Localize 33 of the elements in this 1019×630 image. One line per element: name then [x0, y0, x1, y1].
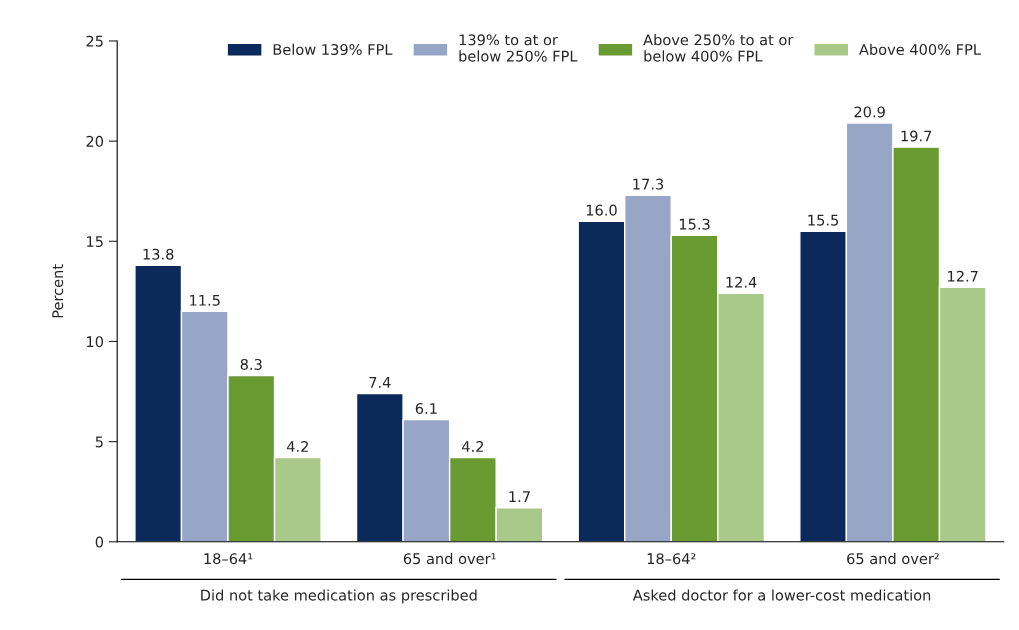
- text: 17.3: [633, 178, 664, 190]
- legend-label: Above 250% to at or below 400% FPL: [643, 34, 794, 62]
- y-tick-label: 0: [95, 536, 104, 548]
- text: 6.1: [415, 402, 437, 414]
- text: 1.7: [509, 491, 530, 502]
- text: 16.0: [586, 204, 617, 216]
- text: 7.4: [369, 377, 391, 388]
- text: 20.9: [854, 106, 885, 118]
- legend-label: Below 139% FPL: [273, 43, 393, 56]
- text: 13.8: [143, 248, 174, 260]
- x-tick-label: 65 and over²: [847, 552, 939, 565]
- y-tick-label: 25: [86, 35, 103, 47]
- text: 4.2: [462, 441, 484, 452]
- y-tick-label: 20: [86, 135, 104, 147]
- text: Asked doctor for a lower-cost medication: [632, 589, 931, 601]
- x-tick-label: 18–64¹: [204, 553, 253, 565]
- legend-label: 139% to at or below 250% FPL: [459, 34, 578, 62]
- y-tick-label: 15: [87, 236, 103, 248]
- x-tick-label: 65 and over¹: [403, 552, 496, 565]
- text: 11.5: [190, 294, 220, 306]
- y-tick-label: 10: [87, 336, 104, 348]
- text: Did not take medication as prescribed: [201, 589, 477, 604]
- text: 15.5: [808, 214, 839, 226]
- text: 4.2: [286, 441, 308, 452]
- y-tick-label: 5: [95, 436, 103, 448]
- text: 15.3: [679, 218, 710, 230]
- text: 19.7: [901, 130, 932, 142]
- x-tick-label: 18–64²: [647, 553, 696, 565]
- y-axis-title: Percent: [52, 264, 64, 318]
- text: 12.7: [948, 270, 978, 282]
- text: 8.3: [240, 358, 262, 370]
- text: 12.4: [726, 276, 757, 288]
- legend-label: Above 400% FPL: [859, 43, 981, 56]
